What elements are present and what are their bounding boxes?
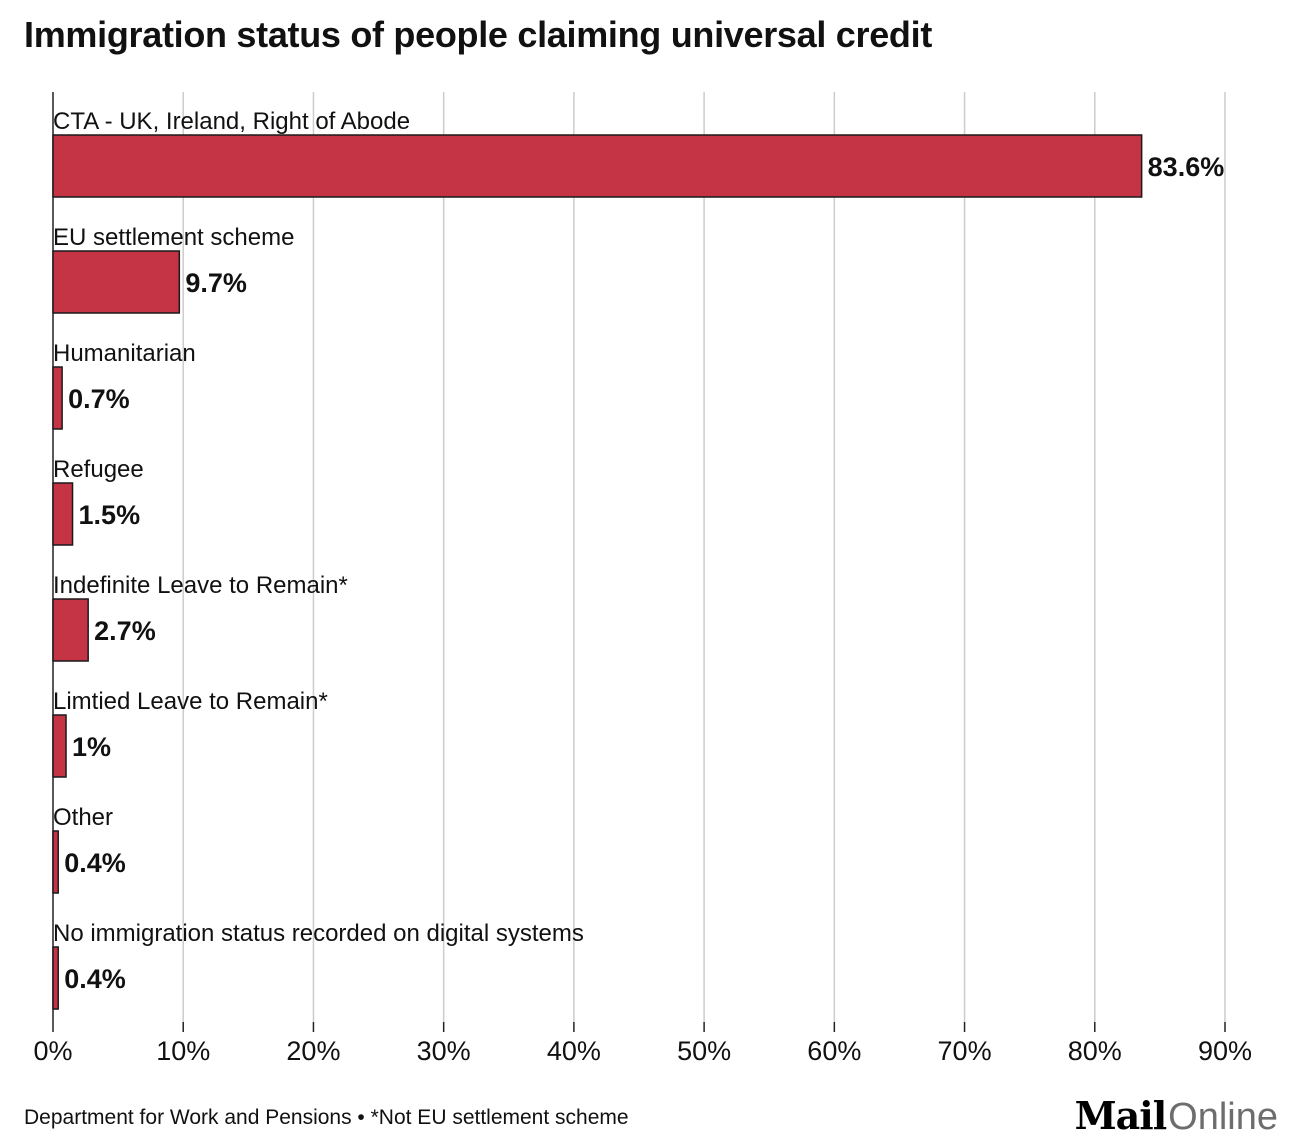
chart-title: Immigration status of people claiming un… [24,14,933,55]
bar [52,714,67,778]
category-label: No immigration status recorded on digita… [53,920,584,947]
x-tick-label-30: 30% [417,1036,471,1066]
x-tick-label-20: 20% [286,1036,340,1066]
category-label: Humanitarian [53,340,196,367]
bars: CTA - UK, Ireland, Right of Abode 83.6% EU… [52,108,1225,1010]
value-label: 2.7% [94,616,156,646]
x-tick-label-60: 60% [807,1036,861,1066]
x-tick-label-10: 10% [156,1036,210,1066]
bar [52,250,181,314]
x-tick-label-40: 40% [547,1036,601,1066]
x-tick-label-50: 50% [677,1036,731,1066]
source-note: Department for Work and Pensions • *Not … [24,1106,629,1129]
bar [52,830,59,894]
x-tick-label-80: 80% [1068,1036,1122,1066]
bar-chart: CTA - UK, Ireland, Right of Abode 83.6% EU… [33,92,1252,1066]
value-label: 83.6% [1148,152,1225,182]
value-label: 1.5% [79,500,141,530]
x-tick-label-90: 90% [1198,1036,1252,1066]
value-label: 0.4% [64,848,126,878]
bar [52,598,89,662]
bar [52,134,1143,198]
bar [52,366,63,430]
x-tick-label-70: 70% [938,1036,992,1066]
logo-online-text: Online [1168,1096,1278,1138]
gridlines [52,92,1226,1022]
value-label: 0.7% [68,384,130,414]
category-label: Other [53,804,113,831]
category-label: CTA - UK, Ireland, Right of Abode [53,108,410,135]
x-axis: 0% 10% 20% 30% 40% 50% 60% 70% 80% 90% [33,1022,1252,1066]
logo-mail-text: Mail [1074,1093,1168,1138]
bar [52,482,74,546]
value-label: 0.4% [64,964,126,994]
value-label: 1% [72,732,111,762]
bar [52,946,59,1010]
category-label: Limtied Leave to Remain* [53,688,328,715]
category-label: Indefinite Leave to Remain* [53,572,348,599]
category-label: Refugee [53,456,144,483]
x-tick-label-0: 0% [33,1036,72,1066]
value-label: 9.7% [185,268,247,298]
category-label: EU settlement scheme [53,224,294,251]
mailonline-logo: MailOnline [1075,1094,1278,1139]
